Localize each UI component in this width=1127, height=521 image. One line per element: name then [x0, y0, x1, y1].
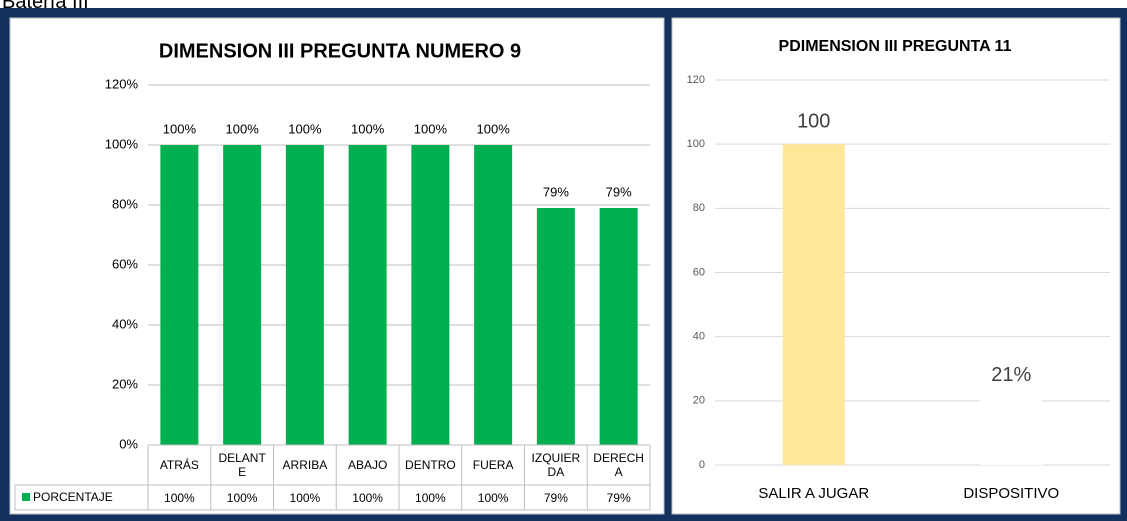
- chart-title: DIMENSION III PREGUNTA NUMERO 9: [159, 40, 521, 62]
- table-cell: 100%: [477, 490, 509, 505]
- data-label: 100%: [477, 121, 511, 136]
- y-tick-label: 0: [699, 459, 705, 471]
- bar: [285, 145, 324, 445]
- legend-swatch: [22, 493, 30, 501]
- y-tick-label: 80: [693, 202, 705, 214]
- y-tick-label: 60%: [112, 256, 138, 271]
- y-tick-label: 120: [687, 74, 705, 86]
- bar: [160, 145, 199, 445]
- data-label: 79%: [606, 184, 632, 199]
- category-cell: FUERA: [472, 458, 514, 472]
- table-cell: 100%: [226, 490, 258, 505]
- data-label: 79%: [543, 184, 569, 199]
- table-cell: 100%: [415, 490, 446, 505]
- data-label: 21%: [991, 364, 1031, 386]
- y-tick-label: 20: [693, 395, 705, 407]
- data-label: 100%: [226, 121, 260, 136]
- category-cell: ABAJO: [347, 458, 388, 472]
- category-cell: DENTRO: [405, 458, 456, 472]
- category-cell: ARRIBA: [282, 458, 328, 472]
- category-cell: ATRÁS: [159, 458, 199, 472]
- bar: [782, 144, 845, 465]
- y-tick-label: 120%: [105, 76, 139, 91]
- category-cell: DELANTE: [218, 451, 266, 479]
- data-label: 100%: [288, 121, 322, 136]
- table-cell: 79%: [543, 490, 568, 505]
- table-cell: 79%: [606, 490, 631, 505]
- data-label: 100%: [414, 121, 448, 136]
- y-tick-label: 20%: [112, 376, 138, 391]
- y-tick-label: 0%: [119, 436, 138, 451]
- x-tick-label: DISPOSITIVO: [963, 485, 1059, 502]
- table-cell: 100%: [289, 490, 321, 505]
- y-tick-label: 100%: [105, 136, 139, 151]
- bar: [223, 145, 262, 445]
- bar: [536, 208, 575, 445]
- panel: [671, 17, 1121, 515]
- legend-label: PORCENTAJE: [33, 490, 113, 504]
- category-cell: DERECHA: [593, 451, 644, 479]
- y-tick-label: 100: [687, 138, 705, 150]
- data-label: 100%: [351, 121, 385, 136]
- y-tick-label: 40: [693, 331, 705, 343]
- y-tick-label: 80%: [112, 196, 138, 211]
- page-title: Batería III: [2, 0, 89, 13]
- bar: [348, 145, 387, 445]
- x-tick-label: SALIR A JUGAR: [758, 485, 869, 502]
- bar: [411, 145, 450, 445]
- table-cell: 100%: [352, 490, 383, 505]
- bar: [474, 145, 513, 445]
- y-tick-label: 40%: [112, 316, 138, 331]
- chart-title: PDIMENSION III PREGUNTA 11: [779, 38, 1012, 55]
- data-label: 100: [797, 110, 830, 132]
- bar: [599, 208, 638, 445]
- bar: [980, 397, 1043, 465]
- table-cell: 100%: [164, 490, 195, 505]
- data-label: 100%: [163, 121, 197, 136]
- y-tick-label: 60: [693, 266, 705, 278]
- category-cell: IZQUIERDA: [531, 451, 581, 479]
